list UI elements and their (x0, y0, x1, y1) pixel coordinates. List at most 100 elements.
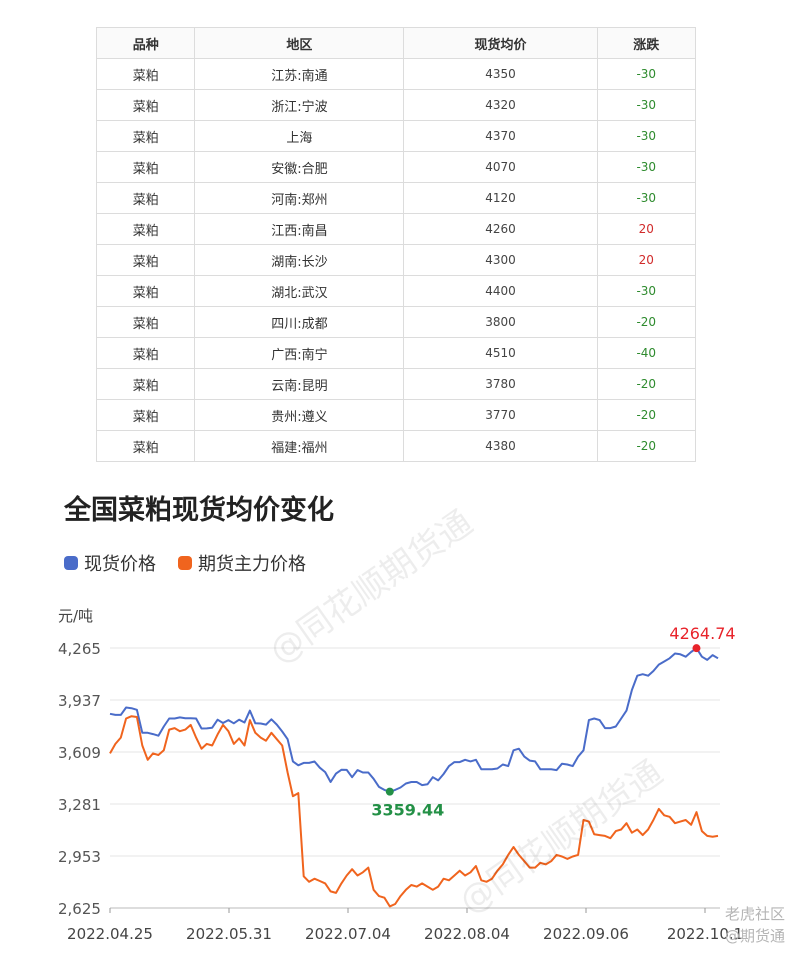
cell-region: 云南:昆明 (194, 368, 405, 400)
legend-item-spot[interactable]: 现货价格 (64, 550, 156, 576)
cell-price: 4120 (403, 182, 598, 214)
min-point-label: 3359.44 (371, 801, 444, 820)
cell-region: 上海 (194, 120, 405, 152)
cell-price: 4380 (403, 430, 598, 462)
table-row: 菜粕 浙江:宁波 4320 -30 (95, 89, 697, 121)
max-point-marker (692, 644, 701, 653)
cell-change: -30 (596, 89, 697, 121)
y-tick-label: 3,609 (58, 744, 101, 762)
min-point-marker (385, 787, 394, 796)
cell-region: 浙江:宁波 (194, 89, 405, 121)
table-row: 菜粕 湖北:武汉 4400 -30 (95, 275, 697, 307)
legend-swatch-spot (64, 556, 78, 570)
cell-price: 4300 (403, 244, 598, 276)
cell-change: 20 (596, 244, 697, 276)
legend-label-spot: 现货价格 (84, 554, 156, 575)
cell-price: 3780 (403, 368, 598, 400)
cell-region: 江西:南昌 (194, 213, 405, 245)
x-tick-label: 2022.05.31 (186, 925, 272, 943)
table-row: 菜粕 河南:郑州 4120 -30 (95, 182, 697, 214)
cell-change: 20 (596, 213, 697, 245)
cell-region: 江苏:南通 (194, 58, 405, 90)
table-body: 菜粕 江苏:南通 4350 -30 菜粕 浙江:宁波 4320 -30 菜粕 上海 4370 -30 菜… (95, 58, 697, 462)
cell-price: 3770 (403, 399, 598, 431)
x-tick-label: 2022.10.1 (667, 925, 743, 943)
y-axis-unit: 元/吨 (58, 607, 94, 625)
x-tick-label: 2022.07.04 (305, 925, 391, 943)
cell-variety: 菜粕 (95, 275, 196, 307)
table-row: 菜粕 江西:南昌 4260 20 (95, 213, 697, 245)
cell-variety: 菜粕 (95, 151, 196, 183)
cell-change: -20 (596, 306, 697, 338)
table-row: 菜粕 贵州:遵义 3770 -20 (95, 399, 697, 431)
cell-change: -20 (596, 430, 697, 462)
table-row: 菜粕 安徽:合肥 4070 -30 (95, 151, 697, 183)
series-line-futures (109, 715, 719, 908)
cell-region: 贵州:遵义 (194, 399, 405, 431)
chart-legend: 现货价格 期货主力价格 (64, 550, 306, 576)
y-tick-label: 3,937 (58, 692, 101, 710)
cell-variety: 菜粕 (95, 399, 196, 431)
table-row: 菜粕 江苏:南通 4350 -30 (95, 58, 697, 90)
corner-line-1: 老虎社区 (724, 905, 785, 923)
cell-price: 3800 (403, 306, 598, 338)
legend-item-futures[interactable]: 期货主力价格 (178, 550, 306, 576)
cell-price: 4350 (403, 58, 598, 90)
cell-region: 湖南:长沙 (194, 244, 405, 276)
chart-title: 全国菜粕现货均价变化 (64, 495, 334, 526)
corner-line-2: @期货通 (724, 927, 785, 945)
y-tick-label: 3,281 (58, 796, 101, 814)
price-table: 品种 地区 现货均价 涨跌 菜粕 江苏:南通 4350 -30 菜粕 浙江:宁波 4320-… (95, 27, 697, 462)
x-tick-label: 2022.09.06 (543, 925, 629, 943)
cell-variety: 菜粕 (95, 213, 196, 245)
legend-swatch-futures (178, 556, 192, 570)
table-row: 菜粕 广西:南宁 4510 -40 (95, 337, 697, 369)
cell-price: 4400 (403, 275, 598, 307)
header-region: 地区 (194, 27, 405, 59)
cell-region: 四川:成都 (194, 306, 405, 338)
y-tick-label: 4,265 (58, 640, 101, 658)
cell-variety: 菜粕 (95, 120, 196, 152)
table-row: 菜粕 上海 4370 -30 (95, 120, 697, 152)
cell-variety: 菜粕 (95, 430, 196, 462)
cell-price: 4320 (403, 89, 598, 121)
y-tick-label: 2,625 (58, 900, 101, 918)
cell-change: -30 (596, 151, 697, 183)
cell-change: -40 (596, 337, 697, 369)
max-point-label: 4264.74 (669, 624, 735, 643)
cell-variety: 菜粕 (95, 306, 196, 338)
x-tick-label: 2022.04.25 (67, 925, 153, 943)
series-line-spot (109, 647, 719, 793)
cell-price: 4260 (403, 213, 598, 245)
cell-change: -20 (596, 368, 697, 400)
cell-region: 广西:南宁 (194, 337, 405, 369)
cell-variety: 菜粕 (95, 182, 196, 214)
x-tick-label: 2022.08.04 (424, 925, 510, 943)
table-row: 菜粕 湖南:长沙 4300 20 (95, 244, 697, 276)
cell-variety: 菜粕 (95, 337, 196, 369)
header-change: 涨跌 (596, 27, 697, 59)
cell-region: 福建:福州 (194, 430, 405, 462)
cell-region: 湖北:武汉 (194, 275, 405, 307)
cell-region: 安徽:合肥 (194, 151, 405, 183)
y-tick-label: 2,953 (58, 848, 101, 866)
cell-change: -20 (596, 399, 697, 431)
table-row: 菜粕 云南:昆明 3780 -20 (95, 368, 697, 400)
cell-price: 4370 (403, 120, 598, 152)
cell-region: 河南:郑州 (194, 182, 405, 214)
corner-watermark: 老虎社区 @期货通 (725, 903, 785, 947)
cell-change: -30 (596, 275, 697, 307)
cell-variety: 菜粕 (95, 58, 196, 90)
header-price: 现货均价 (403, 27, 598, 59)
table-row: 菜粕 四川:成都 3800 -20 (95, 306, 697, 338)
cell-price: 4070 (403, 151, 598, 183)
table-row: 菜粕 福建:福州 4380 -20 (95, 430, 697, 462)
cell-change: -30 (596, 182, 697, 214)
cell-change: -30 (596, 120, 697, 152)
cell-variety: 菜粕 (95, 244, 196, 276)
header-variety: 品种 (95, 27, 196, 59)
legend-label-futures: 期货主力价格 (198, 554, 306, 575)
cell-price: 4510 (403, 337, 598, 369)
cell-change: -30 (596, 58, 697, 90)
table-header-row: 品种 地区 现货均价 涨跌 (95, 27, 697, 59)
